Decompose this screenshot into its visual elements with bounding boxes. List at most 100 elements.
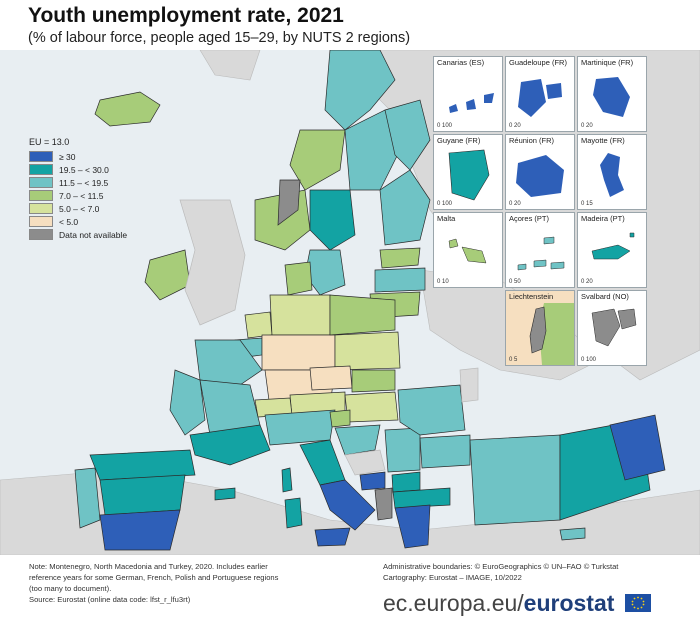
region-italy-centre xyxy=(299,439,346,486)
region-corsica xyxy=(281,467,293,493)
region-uk xyxy=(179,199,246,326)
chart-subtitle: (% of labour force, people aged 15–29, b… xyxy=(28,30,411,46)
greenland-land xyxy=(199,50,261,81)
region-netherlands xyxy=(244,311,273,339)
legend-label: < 5.0 xyxy=(59,216,79,227)
island-shape xyxy=(449,93,494,113)
territory-shape xyxy=(448,149,490,201)
eu-flag-icon xyxy=(625,594,651,612)
scale-bar: 0 20 xyxy=(509,123,521,129)
scale-bar: 0 20 xyxy=(509,201,521,207)
inset-reunion: Réunion (FR) 0 20 xyxy=(505,134,575,210)
region-norway-north xyxy=(324,50,396,131)
inset-label: Mayotte (FR) xyxy=(581,136,625,145)
inset-guyane: Guyane (FR) 0 100 xyxy=(433,134,503,210)
inset-label: Martinique (FR) xyxy=(581,58,634,67)
legend-item: 5.0 – < 7.0 xyxy=(29,202,127,215)
region-sicily xyxy=(314,527,351,547)
inset-label: Guadeloupe (FR) xyxy=(509,58,567,67)
region-latvia xyxy=(374,267,426,293)
region-finland-south xyxy=(379,169,431,246)
region-turkey-west xyxy=(469,434,561,526)
inset-label: Svalbard (NO) xyxy=(581,292,629,301)
credit-line: Cartography: Eurostat – IMAGE, 10/2022 xyxy=(383,573,522,582)
region-albania xyxy=(374,487,393,521)
inset-canarias: Canarias (ES) 0 100 xyxy=(433,56,503,132)
region-italy-south xyxy=(319,479,376,531)
region-italy-north xyxy=(264,409,336,446)
legend-item: < 5.0 xyxy=(29,215,127,228)
legend-swatch xyxy=(29,164,53,175)
region-romania xyxy=(397,384,466,436)
legend-item: 11.5 – < 19.5 xyxy=(29,176,127,189)
legend-swatch xyxy=(29,190,53,201)
region-greece-south xyxy=(394,504,431,549)
inset-label: Madeira (PT) xyxy=(581,214,625,223)
credits: Administrative boundaries: © EuroGeograp… xyxy=(383,561,618,583)
region-turkey-southeast xyxy=(609,414,666,481)
scale-bar: 0 20 xyxy=(581,279,593,285)
region-iceland xyxy=(94,91,161,127)
region-czechia xyxy=(309,365,353,391)
inset-guadeloupe: Guadeloupe (FR) 0 20 xyxy=(505,56,575,132)
region-serbia xyxy=(384,427,421,473)
inset-label: Canarias (ES) xyxy=(437,58,485,67)
legend-swatch xyxy=(29,203,53,214)
inset-svalbard: Svalbard (NO) 0 100 xyxy=(577,290,647,366)
inset-label: Réunion (FR) xyxy=(509,136,555,145)
region-greece-north xyxy=(392,487,451,509)
footnote: Note: Montenegro, North Macedonia and Tu… xyxy=(29,561,278,605)
region-spain-north xyxy=(89,449,196,481)
region-sweden-north xyxy=(344,109,401,191)
region-moldova xyxy=(459,367,479,403)
inset-malta: Malta 0 10 xyxy=(433,212,503,288)
legend-label: 7.0 – < 11.5 xyxy=(59,190,104,201)
inset-mayotte: Mayotte (FR) 0 15 xyxy=(577,134,647,210)
island-shape xyxy=(516,155,564,197)
source-line: Source: Eurostat (online data code: lfst… xyxy=(29,595,191,604)
legend-item: Data not available xyxy=(29,228,127,241)
region-cyprus xyxy=(559,527,586,541)
credit-line: Administrative boundaries: © EuroGeograp… xyxy=(383,562,619,571)
scale-bar: 0 50 xyxy=(509,279,521,285)
legend-title: EU = 13.0 xyxy=(29,137,70,147)
region-germany-mid xyxy=(261,334,336,371)
scale-bar: 0 20 xyxy=(581,123,593,129)
note-line: Note: Montenegro, North Macedonia and Tu… xyxy=(29,562,268,571)
inset-label: Liechtenstein xyxy=(509,292,554,301)
island-shape xyxy=(518,79,562,117)
region-bosnia xyxy=(344,449,386,476)
legend-label: 11.5 – < 19.5 xyxy=(59,177,109,188)
region-spain-south xyxy=(99,509,181,551)
scale-bar: 0 5 xyxy=(509,357,518,363)
region-finland-north xyxy=(384,99,431,171)
legend-label: 5.0 – < 7.0 xyxy=(59,203,100,214)
brand-prefix: ec.europa.eu/ xyxy=(383,590,524,616)
region-bulgaria xyxy=(419,434,471,469)
region-germany-north xyxy=(269,294,331,336)
region-norway-mid xyxy=(289,129,346,191)
inset-martinique: Martinique (FR) 0 20 xyxy=(577,56,647,132)
region-estonia xyxy=(379,247,421,269)
scale-bar: 0 15 xyxy=(581,201,593,207)
region-slovenia xyxy=(329,409,351,428)
legend-swatch xyxy=(29,229,53,240)
region-sweden-mid xyxy=(309,189,356,251)
inset-label: Malta xyxy=(437,214,456,223)
inset-acores: Açores (PT) 0 50 xyxy=(505,212,575,288)
region-portugal xyxy=(74,467,101,529)
region-france-south xyxy=(189,424,271,466)
eurostat-brand[interactable]: ec.europa.eu/eurostat xyxy=(383,590,614,617)
brand-name: eurostat xyxy=(523,590,615,616)
island-shape xyxy=(517,236,565,271)
region-denmark xyxy=(284,261,313,296)
legend-label: ≥ 30 xyxy=(59,151,76,162)
note-line: (too many to document). xyxy=(29,584,112,593)
legend-swatch xyxy=(29,151,53,162)
region-france-north xyxy=(194,339,263,386)
scale-bar: 0 100 xyxy=(581,357,597,363)
island-shape xyxy=(448,238,487,264)
scale-bar: 0 100 xyxy=(437,123,453,129)
island-shape xyxy=(591,308,637,347)
region-poland-north xyxy=(329,294,396,336)
